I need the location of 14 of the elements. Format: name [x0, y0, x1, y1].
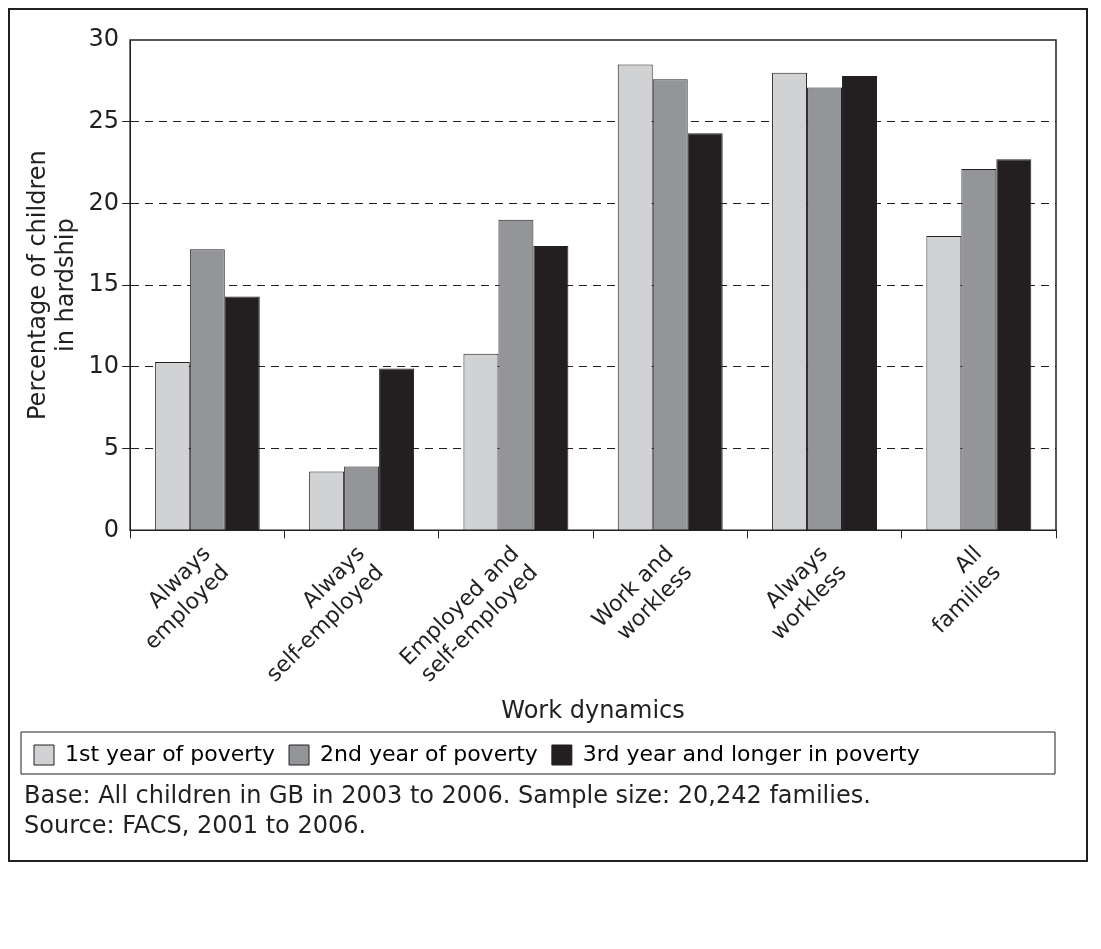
source-note: Source: FACS, 2001 to 2006.: [24, 810, 368, 840]
legend-label: 2nd year of poverty: [320, 740, 538, 766]
legend-label: 3rd year and longer in poverty: [582, 740, 920, 766]
y-tick-label: 20: [88, 187, 120, 216]
y-tick-label: 30: [88, 24, 120, 53]
y-axis-title: Percentage of children in hardship: [22, 150, 80, 420]
y-tick-label: 15: [88, 269, 120, 298]
y-tick-label: 10: [88, 351, 120, 380]
x-axis-title: Work dynamics: [501, 695, 685, 724]
text: Base: All children in GB in 2003 to 2006. Sample size: 20,242 families.: [24, 780, 872, 810]
y-tick-label: 25: [88, 105, 120, 134]
y-tick-label: 0: [103, 514, 120, 543]
y-tick-label: 5: [103, 432, 120, 461]
legend-label: 1st year of poverty: [65, 740, 276, 766]
